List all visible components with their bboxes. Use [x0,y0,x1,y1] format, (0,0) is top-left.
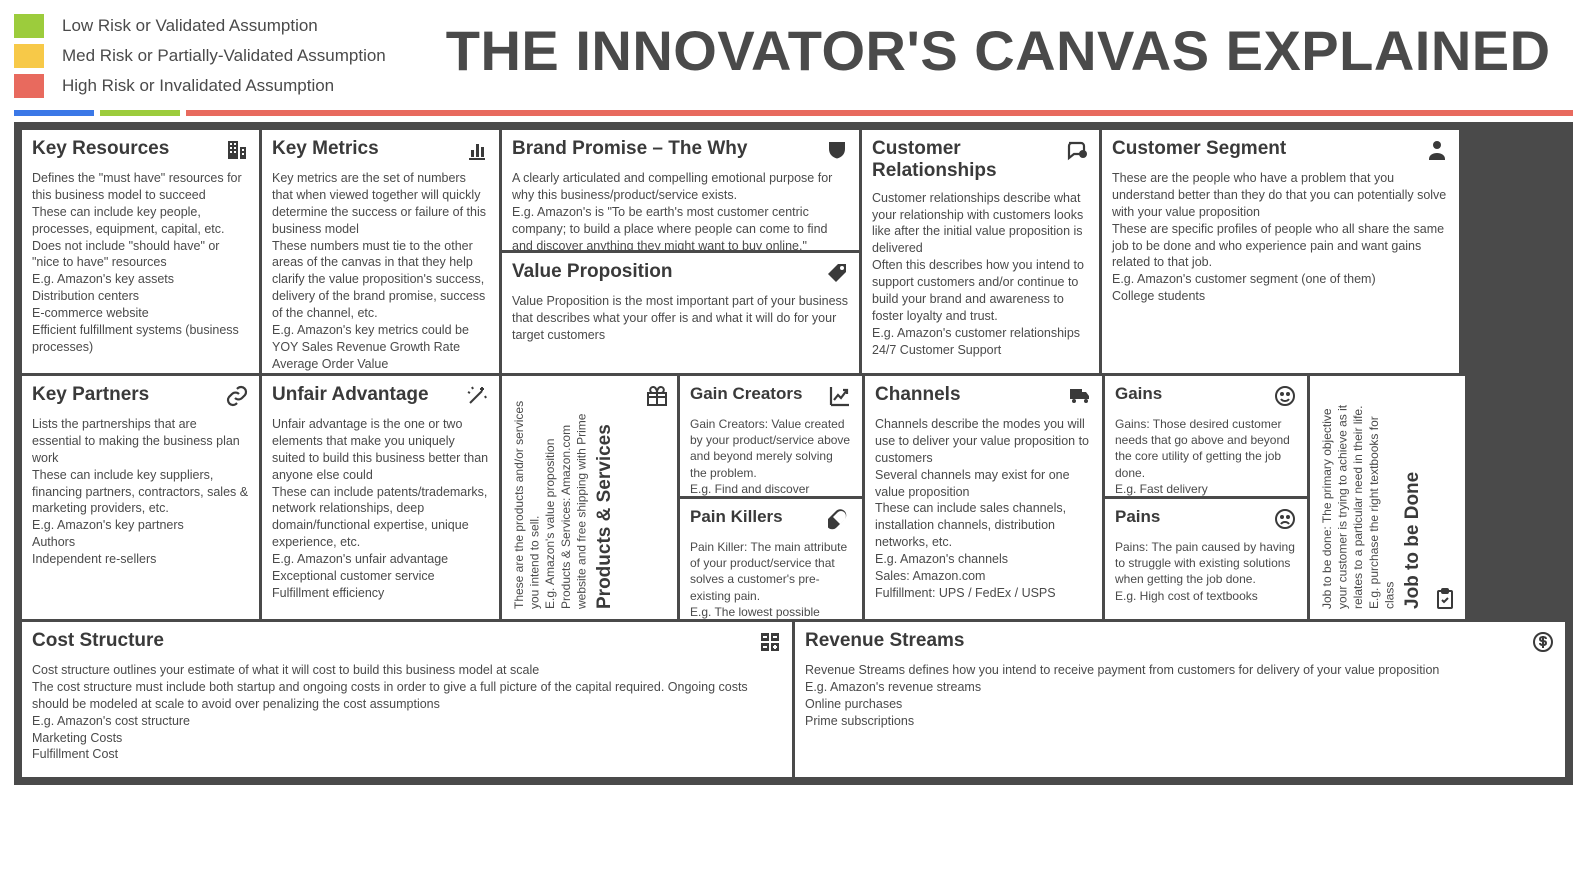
gift-icon [645,384,669,408]
truck-icon [1068,384,1092,408]
cell-body: Gains: Those desired customer needs that… [1115,416,1297,497]
legend-swatch-low [14,14,44,38]
cell-title: Gain Creators [690,384,802,404]
cell-body: Channels describe the modes you will use… [875,416,1092,602]
legend-label-low: Low Risk or Validated Assumption [62,16,318,36]
accent-bar [14,110,1573,116]
canvas-frame: Key Resources Defines the "must have" re… [14,122,1573,785]
cell-body: Lists the partnerships that are essentia… [32,416,249,568]
cell-title: Channels [875,384,961,406]
cell-title: Cost Structure [32,630,164,652]
cell-title: Key Resources [32,138,169,160]
clipboard-check-icon [1433,587,1457,611]
risk-legend: Low Risk or Validated Assumption Med Ris… [0,10,386,104]
cell-gain-creators: Gain Creators Gain Creators: Value creat… [680,376,862,496]
canvas-row-1: Key Resources Defines the "must have" re… [22,130,1565,373]
pill-icon [828,507,852,531]
chat-icon [1065,138,1089,162]
cell-title: Brand Promise – The Why [512,138,747,160]
cell-title: Customer Relationships [872,138,1065,182]
cell-body: These are the products and/or services y… [512,388,590,609]
tag-icon [825,261,849,285]
cell-title: Pains [1115,507,1160,527]
cell-pains: Pains Pains: The pain caused by having t… [1105,499,1307,619]
cell-body: A clearly articulated and compelling emo… [512,170,849,254]
legend-item-med: Med Risk or Partially-Validated Assumpti… [14,44,386,68]
cell-body: Customer relationships describe what you… [872,190,1089,359]
frown-icon [1273,507,1297,531]
cell-customer-segment: Customer Segment These are the people wh… [1102,130,1459,373]
cell-body: These are the people who have a problem … [1112,170,1449,305]
cell-body: Key metrics are the set of numbers that … [272,170,489,389]
cell-customer-relationships: Customer Relationships Customer relation… [862,130,1099,373]
cell-title: Products & Services [594,384,616,609]
cell-body: Pains: The pain caused by having to stru… [1115,539,1297,604]
cell-body: Cost structure outlines your estimate of… [32,662,782,763]
cell-pain-killers: Pain Killers Pain Killer: The main attri… [680,499,862,619]
cell-body: Value Proposition is the most important … [512,293,849,344]
gains-pains-stack: Gains Gains: Those desired customer need… [1105,376,1307,619]
growth-icon [828,384,852,408]
cell-revenue-streams: Revenue Streams Revenue Streams defines … [795,622,1565,777]
page-title: THE INNOVATOR'S CANVAS EXPLAINED [446,18,1551,83]
canvas-row-3: Cost Structure Cost structure outlines y… [22,622,1565,777]
cell-body: Unfair advantage is the one or two eleme… [272,416,489,602]
cell-unfair-advantage: Unfair Advantage Unfair advantage is the… [262,376,499,619]
bar-chart-icon [465,138,489,162]
legend-swatch-high [14,74,44,98]
cell-title: Customer Segment [1112,138,1286,160]
calculator-icon [758,630,782,654]
cell-title: Unfair Advantage [272,384,429,406]
cell-title: Job to be Done [1402,384,1424,609]
smile-icon [1273,384,1297,408]
dollar-icon [1531,630,1555,654]
cell-title: Revenue Streams [805,630,964,652]
accent-bar-segment [186,110,1573,116]
magic-wand-icon [465,384,489,408]
accent-bar-segment [100,110,180,116]
shield-icon [825,138,849,162]
cell-value-proposition: Value Proposition Value Proposition is t… [502,253,859,373]
cell-title: Gains [1115,384,1162,404]
cell-title: Value Proposition [512,261,672,283]
cell-body: Job to be done: The primary objective yo… [1320,388,1398,609]
canvas-row-2: Key Partners Lists the partnerships that… [22,376,1565,619]
cell-key-resources: Key Resources Defines the "must have" re… [22,130,259,373]
accent-bar-segment [14,110,94,116]
cell-title: Key Metrics [272,138,379,160]
cell-cost-structure: Cost Structure Cost structure outlines y… [22,622,792,777]
cell-job-to-be-done: Job to be Done Job to be done: The prima… [1310,376,1465,619]
legend-item-low: Low Risk or Validated Assumption [14,14,386,38]
legend-label-med: Med Risk or Partially-Validated Assumpti… [62,46,386,66]
cell-gains: Gains Gains: Those desired customer need… [1105,376,1307,496]
header: Low Risk or Validated Assumption Med Ris… [0,0,1587,104]
gain-pain-stack: Gain Creators Gain Creators: Value creat… [680,376,862,619]
cell-body: Revenue Streams defines how you intend t… [805,662,1555,730]
person-icon [1425,138,1449,162]
center-top-stack: Brand Promise – The Why A clearly articu… [502,130,859,373]
cell-title: Pain Killers [690,507,783,527]
legend-label-high: High Risk or Invalidated Assumption [62,76,334,96]
cell-body: Defines the "must have" resources for th… [32,170,249,356]
legend-item-high: High Risk or Invalidated Assumption [14,74,386,98]
cell-products-services: Products & Services These are the produc… [502,376,677,619]
cell-key-partners: Key Partners Lists the partnerships that… [22,376,259,619]
link-icon [225,384,249,408]
cell-key-metrics: Key Metrics Key metrics are the set of n… [262,130,499,373]
legend-swatch-med [14,44,44,68]
cell-channels: Channels Channels describe the modes you… [865,376,1102,619]
building-icon [225,138,249,162]
cell-brand-promise: Brand Promise – The Why A clearly articu… [502,130,859,250]
cell-title: Key Partners [32,384,149,406]
